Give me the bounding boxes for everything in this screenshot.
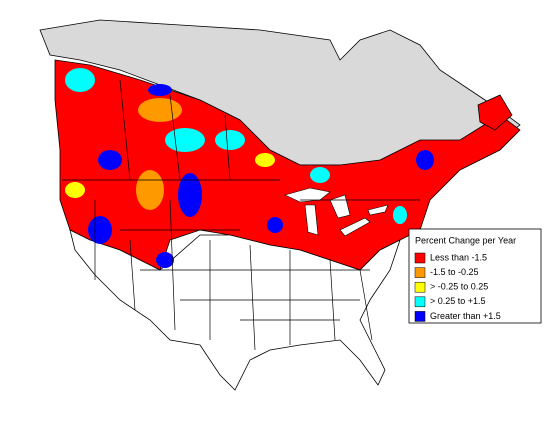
patch bbox=[65, 68, 95, 92]
legend: Percent Change per Year Less than -1.5 -1… bbox=[408, 228, 542, 324]
patch bbox=[65, 182, 85, 198]
patch bbox=[267, 217, 283, 233]
map-base bbox=[39, 19, 521, 391]
patch bbox=[136, 170, 164, 210]
patch bbox=[416, 150, 434, 170]
patch bbox=[98, 150, 122, 170]
change-patches bbox=[65, 68, 434, 268]
patch bbox=[165, 128, 205, 152]
legend-label: -1.5 to -0.25 bbox=[430, 267, 479, 277]
patch bbox=[138, 98, 182, 122]
legend-label: Less than -1.5 bbox=[430, 252, 487, 262]
legend-swatch bbox=[414, 311, 426, 322]
patch bbox=[255, 153, 275, 167]
legend-title: Percent Change per Year bbox=[415, 235, 516, 245]
legend-box bbox=[408, 228, 542, 324]
patch bbox=[393, 206, 407, 224]
legend-label: > 0.25 to +1.5 bbox=[430, 296, 486, 306]
legend-swatch bbox=[414, 267, 426, 278]
patch bbox=[156, 252, 174, 268]
lake bbox=[329, 194, 351, 219]
patch bbox=[88, 216, 112, 244]
lake bbox=[339, 217, 371, 237]
lake bbox=[367, 204, 389, 216]
lake bbox=[284, 187, 331, 203]
patch bbox=[178, 173, 202, 217]
boundaries bbox=[62, 79, 420, 351]
border-line bbox=[62, 79, 420, 351]
legend-label: > -0.25 to 0.25 bbox=[430, 282, 488, 292]
legend-swatch bbox=[414, 281, 426, 293]
patch bbox=[215, 130, 245, 150]
legend-swatch bbox=[414, 296, 426, 308]
patch bbox=[148, 84, 172, 96]
legend-swatch bbox=[414, 252, 426, 264]
legend-label: Greater than +1.5 bbox=[430, 311, 501, 321]
lake bbox=[304, 204, 319, 236]
newfoundland bbox=[477, 94, 513, 131]
patch bbox=[310, 167, 330, 183]
great-lakes bbox=[284, 187, 389, 237]
